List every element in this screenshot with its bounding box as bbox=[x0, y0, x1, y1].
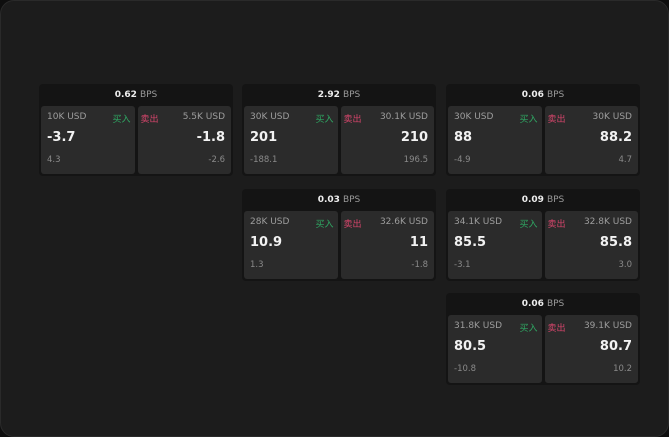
sell-label: 卖出 bbox=[343, 115, 362, 125]
buy-change: -4.9 bbox=[454, 155, 471, 165]
spread-value: 0.62 bbox=[114, 90, 137, 100]
spread-value: 0.06 bbox=[521, 299, 544, 309]
sell-quantity: 30.1K USD bbox=[379, 112, 428, 122]
sell-change: 4.7 bbox=[618, 155, 632, 165]
quote-card: 2.92 BPS 30K USD 买入 201 -188.1 30.1K USD … bbox=[242, 84, 436, 176]
buy-label: 买入 bbox=[519, 115, 538, 125]
sell-price: 88.2 bbox=[599, 130, 632, 145]
sell-change: -1.8 bbox=[411, 260, 428, 270]
quote-card: 0.06 BPS 31.8K USD 买入 80.5 -10.8 39.1K US… bbox=[446, 293, 640, 385]
spread-unit: BPS bbox=[342, 90, 361, 100]
buy-change: -3.1 bbox=[454, 260, 471, 270]
buy-panel[interactable]: 30K USD 买入 88 -4.9 bbox=[448, 106, 542, 174]
buy-price: 88 bbox=[454, 130, 473, 145]
buy-change: 1.3 bbox=[250, 260, 264, 270]
sell-price: -1.8 bbox=[196, 130, 225, 145]
buy-price: 80.5 bbox=[454, 339, 487, 354]
buy-price: 85.5 bbox=[454, 235, 487, 250]
spread-header: 0.06 BPS bbox=[446, 293, 640, 315]
buy-quantity: 10K USD bbox=[47, 112, 87, 122]
sell-label: 卖出 bbox=[140, 115, 159, 125]
buy-label: 买入 bbox=[315, 220, 334, 230]
spread-value: 0.06 bbox=[521, 90, 544, 100]
buy-label: 买入 bbox=[315, 115, 334, 125]
buy-change: -10.8 bbox=[454, 364, 476, 374]
spread-value: 0.09 bbox=[521, 195, 544, 205]
buy-quantity: 30K USD bbox=[250, 112, 290, 122]
buy-price: -3.7 bbox=[47, 130, 76, 145]
buy-quantity: 30K USD bbox=[454, 112, 494, 122]
buy-price: 10.9 bbox=[250, 235, 283, 250]
spread-unit: BPS bbox=[342, 195, 361, 205]
sell-panel[interactable]: 30K USD 卖出 88.2 4.7 bbox=[544, 106, 638, 174]
sell-quantity: 30K USD bbox=[592, 112, 632, 122]
sell-change: 196.5 bbox=[403, 155, 428, 165]
buy-quantity: 28K USD bbox=[250, 217, 290, 227]
spread-header: 0.03 BPS bbox=[242, 189, 436, 211]
sell-price: 80.7 bbox=[599, 339, 632, 354]
buy-quantity: 34.1K USD bbox=[454, 217, 503, 227]
sell-panel[interactable]: 32.8K USD 卖出 85.8 3.0 bbox=[544, 211, 638, 279]
sell-price: 85.8 bbox=[599, 235, 632, 250]
buy-panel[interactable]: 31.8K USD 买入 80.5 -10.8 bbox=[448, 315, 542, 383]
buy-quantity: 31.8K USD bbox=[454, 321, 503, 331]
sell-price: 11 bbox=[409, 235, 428, 250]
buy-change: 4.3 bbox=[47, 155, 61, 165]
sell-quantity: 32.8K USD bbox=[583, 217, 632, 227]
sell-panel[interactable]: 32.6K USD 卖出 11 -1.8 bbox=[340, 211, 434, 279]
spread-unit: BPS bbox=[546, 299, 565, 309]
sell-quantity: 39.1K USD bbox=[583, 321, 632, 331]
sell-change: -2.6 bbox=[208, 155, 225, 165]
sell-panel[interactable]: 30.1K USD 卖出 210 196.5 bbox=[340, 106, 434, 174]
sell-label: 卖出 bbox=[343, 220, 362, 230]
quote-card: 0.06 BPS 30K USD 买入 88 -4.9 30K USD 卖出 88… bbox=[446, 84, 640, 176]
sell-label: 卖出 bbox=[547, 324, 566, 334]
buy-panel[interactable]: 34.1K USD 买入 85.5 -3.1 bbox=[448, 211, 542, 279]
buy-label: 买入 bbox=[519, 220, 538, 230]
spread-value: 2.92 bbox=[317, 90, 340, 100]
quote-card: 0.09 BPS 34.1K USD 买入 85.5 -3.1 32.8K USD… bbox=[446, 189, 640, 281]
sell-quantity: 32.6K USD bbox=[379, 217, 428, 227]
spread-header: 2.92 BPS bbox=[242, 84, 436, 106]
buy-price: 201 bbox=[250, 130, 278, 145]
quote-card: 0.03 BPS 28K USD 买入 10.9 1.3 32.6K USD 卖出… bbox=[242, 189, 436, 281]
sell-label: 卖出 bbox=[547, 220, 566, 230]
spread-value: 0.03 bbox=[317, 195, 340, 205]
buy-panel[interactable]: 30K USD 买入 201 -188.1 bbox=[244, 106, 338, 174]
quote-card: 0.62 BPS 10K USD 买入 -3.7 4.3 5.5K USD 卖出 … bbox=[39, 84, 233, 176]
spread-header: 0.09 BPS bbox=[446, 189, 640, 211]
sell-price: 210 bbox=[400, 130, 428, 145]
buy-panel[interactable]: 28K USD 买入 10.9 1.3 bbox=[244, 211, 338, 279]
sell-quantity: 5.5K USD bbox=[182, 112, 225, 122]
buy-label: 买入 bbox=[112, 115, 131, 125]
sell-panel[interactable]: 5.5K USD 卖出 -1.8 -2.6 bbox=[137, 106, 231, 174]
sell-change: 3.0 bbox=[618, 260, 632, 270]
spread-header: 0.06 BPS bbox=[446, 84, 640, 106]
spread-unit: BPS bbox=[139, 90, 158, 100]
spread-unit: BPS bbox=[546, 90, 565, 100]
buy-panel[interactable]: 10K USD 买入 -3.7 4.3 bbox=[41, 106, 135, 174]
spread-unit: BPS bbox=[546, 195, 565, 205]
buy-label: 买入 bbox=[519, 324, 538, 334]
buy-change: -188.1 bbox=[250, 155, 278, 165]
spread-header: 0.62 BPS bbox=[39, 84, 233, 106]
sell-panel[interactable]: 39.1K USD 卖出 80.7 10.2 bbox=[544, 315, 638, 383]
sell-label: 卖出 bbox=[547, 115, 566, 125]
sell-change: 10.2 bbox=[613, 364, 632, 374]
